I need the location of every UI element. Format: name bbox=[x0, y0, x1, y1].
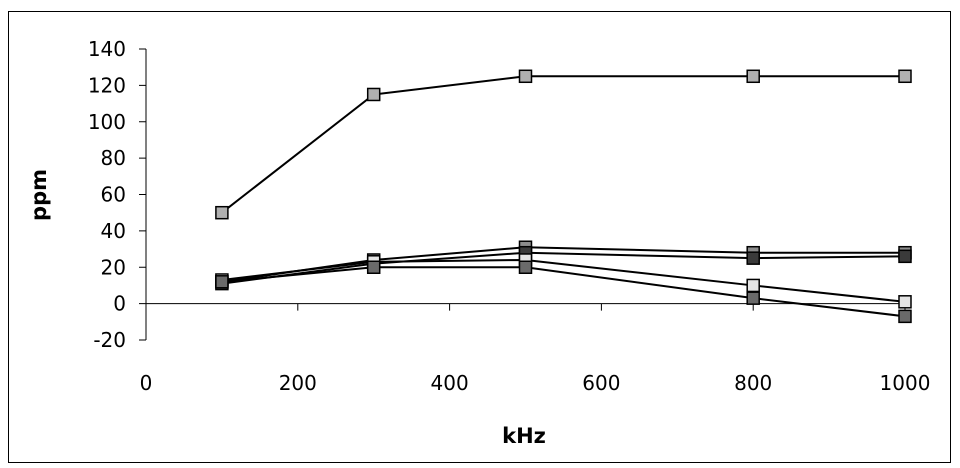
y-tick-label: 120 bbox=[88, 73, 126, 97]
x-tick-label: 400 bbox=[431, 371, 469, 395]
x-tick-label: 200 bbox=[279, 371, 317, 395]
x-tick-label: 0 bbox=[140, 371, 153, 395]
y-ticks: -20 0 20 40 60 80 100 120 140 bbox=[88, 37, 146, 352]
series-layer bbox=[215, 69, 912, 324]
x-tick-label: 1000 bbox=[880, 371, 931, 395]
y-tick-label: 100 bbox=[88, 110, 126, 134]
x-ticks: 0 200 400 600 800 1000 bbox=[140, 303, 931, 395]
y-tick-label: 140 bbox=[88, 37, 126, 61]
series-4-point bbox=[898, 295, 912, 309]
chart-frame bbox=[8, 11, 951, 463]
series-4-point bbox=[746, 278, 760, 293]
series-1-point bbox=[746, 69, 760, 84]
axes bbox=[145, 49, 905, 340]
series-3-point bbox=[746, 251, 760, 265]
y-tick-label: 20 bbox=[101, 255, 126, 279]
series-1-point bbox=[366, 87, 381, 102]
series-line-1 bbox=[221, 75, 905, 214]
series-1-point bbox=[215, 205, 229, 220]
series-5-point bbox=[898, 309, 912, 324]
x-axis-title: kHz bbox=[502, 424, 546, 448]
series-5-point bbox=[746, 291, 760, 305]
y-tick-label: 80 bbox=[101, 146, 126, 170]
x-tick-label: 800 bbox=[734, 371, 772, 395]
series-5-point bbox=[518, 260, 533, 274]
y-tick-label: 40 bbox=[101, 219, 126, 243]
series-3-point bbox=[898, 249, 912, 264]
x-tick-label: 600 bbox=[582, 371, 620, 395]
series-5-point bbox=[215, 275, 229, 289]
y-tick-label: 0 bbox=[113, 292, 126, 316]
series-5-point bbox=[366, 260, 381, 274]
series-line-5 bbox=[221, 266, 906, 318]
series-1-point bbox=[898, 69, 912, 84]
y-tick-label: -20 bbox=[93, 328, 126, 352]
y-axis-title: ppm bbox=[27, 169, 51, 221]
y-tick-label: 60 bbox=[101, 183, 126, 207]
series-1-point bbox=[518, 69, 533, 84]
